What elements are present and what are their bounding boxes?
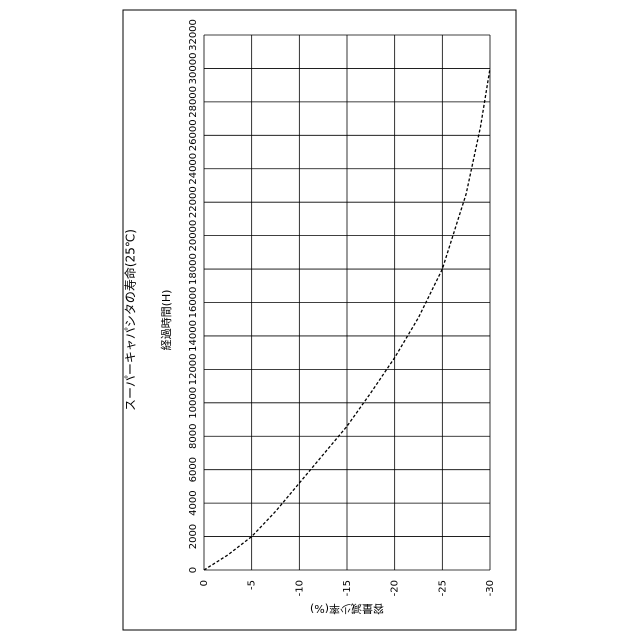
- x-axis-label: 容量減少率(%): [310, 602, 384, 616]
- y-tick-label: 26000: [188, 119, 199, 151]
- y-tick-label: 2000: [188, 524, 199, 549]
- y-tick-label: 10000: [188, 387, 199, 419]
- y-tick-label: 14000: [188, 320, 199, 352]
- x-tick-label: -10: [294, 580, 305, 596]
- y-tick-label: 30000: [188, 53, 199, 85]
- chart-title: スーパーキャパシタの寿命(25℃): [123, 229, 138, 411]
- y-tick-label: 6000: [188, 457, 199, 482]
- x-tick-label: -20: [390, 580, 401, 596]
- chart: スーパーキャパシタの寿命(25℃) 経過時間(H) 容量減少率(%) 0 2000…: [0, 0, 640, 640]
- y-tick-label: 4000: [188, 490, 199, 515]
- x-tick-label: 0: [199, 580, 210, 586]
- y-tick-label: 20000: [188, 220, 199, 252]
- x-tick-label: -25: [437, 580, 448, 596]
- y-tick-label: 18000: [188, 253, 199, 285]
- frame: [123, 10, 516, 630]
- y-tick-label: 16000: [188, 287, 199, 319]
- y-tick-label: 32000: [188, 19, 199, 51]
- y-axis-label: 経過時間(H): [160, 290, 173, 351]
- x-tick-label: -15: [342, 580, 353, 596]
- y-tick-label: 28000: [188, 86, 199, 118]
- x-tick-label: -5: [247, 580, 258, 590]
- y-tick-label: 24000: [188, 153, 199, 185]
- y-tick-label: 8000: [188, 424, 199, 449]
- y-tick-label: 22000: [188, 186, 199, 218]
- y-tick-label: 12000: [188, 353, 199, 385]
- x-tick-label: -30: [485, 580, 496, 596]
- y-tick-label: 0: [188, 567, 199, 573]
